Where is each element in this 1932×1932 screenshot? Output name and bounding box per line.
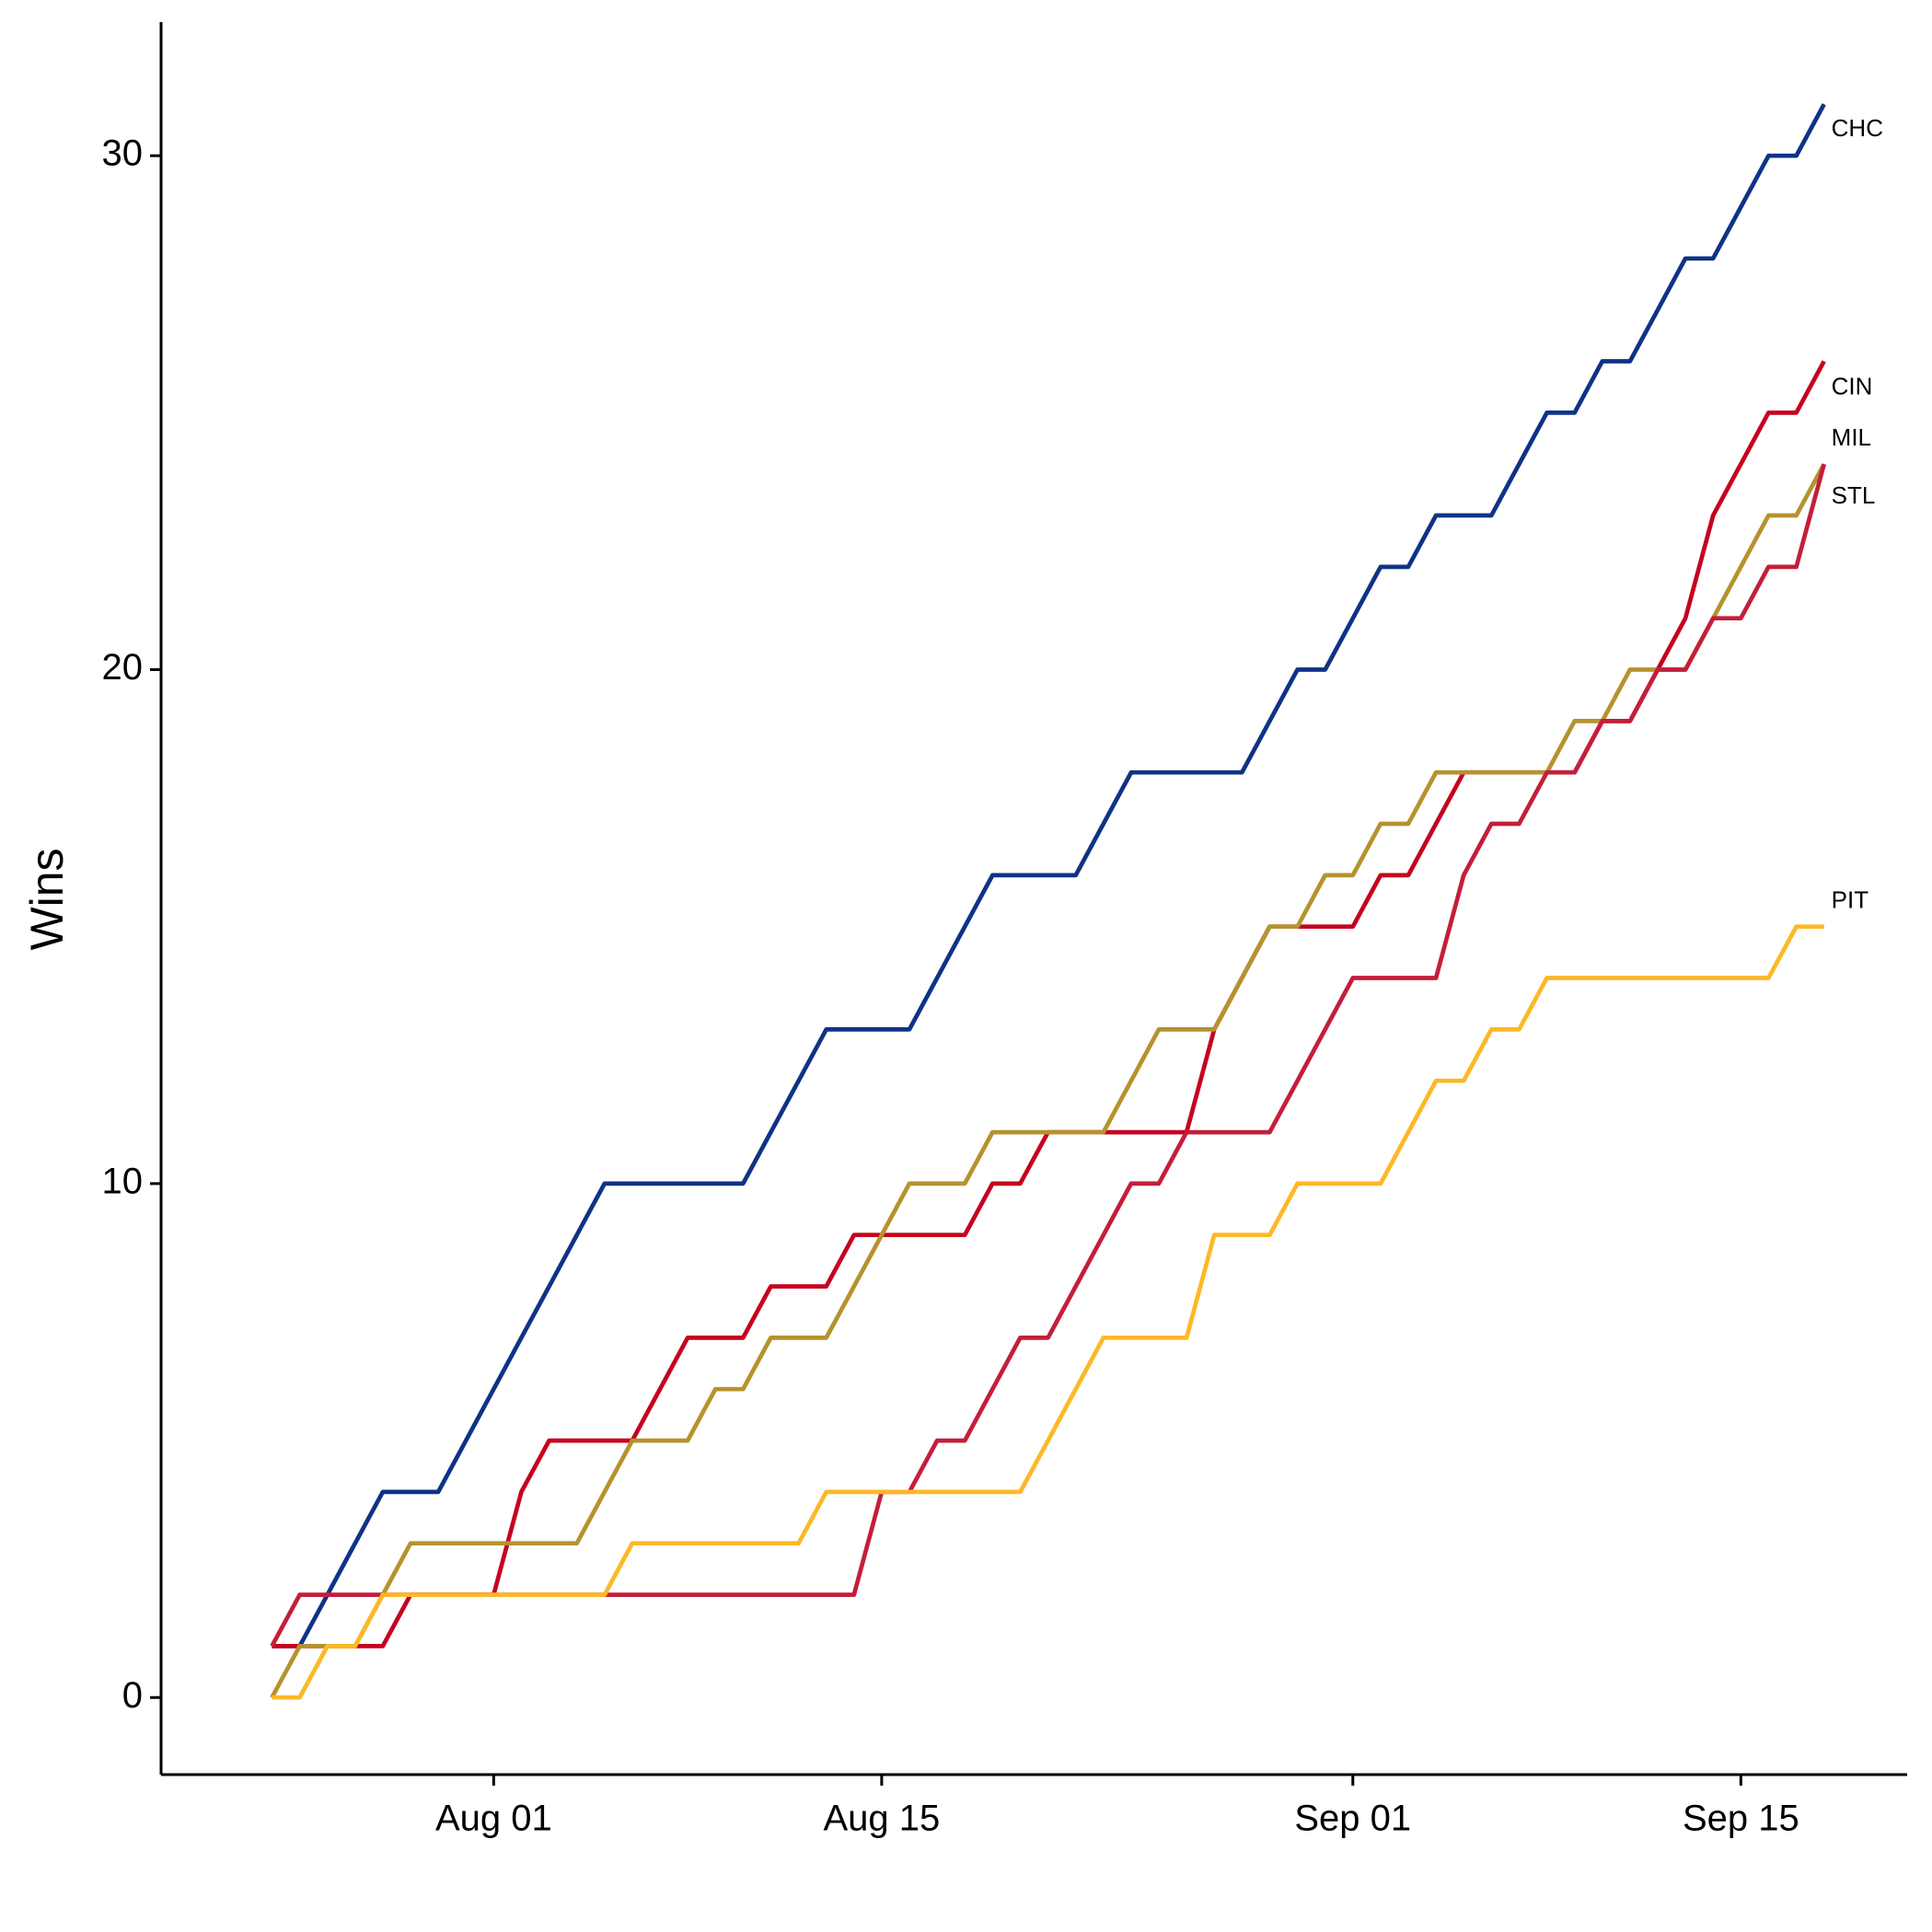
series-line bbox=[272, 103, 1826, 1649]
x-tick-label: Sep 01 bbox=[1294, 1799, 1411, 1839]
series-label: PIT bbox=[1832, 886, 1869, 914]
series-label: CIN bbox=[1832, 372, 1873, 399]
series-label: STL bbox=[1832, 481, 1876, 509]
series-line bbox=[270, 463, 1826, 1699]
y-tick-label: 20 bbox=[102, 647, 144, 688]
series-label: MIL bbox=[1832, 423, 1871, 451]
x-tick-label: Aug 01 bbox=[435, 1799, 552, 1839]
series-line bbox=[272, 360, 1826, 1649]
y-tick-label: 0 bbox=[122, 1675, 143, 1716]
y-tick-label: 10 bbox=[102, 1161, 144, 1201]
y-tick-label: 30 bbox=[102, 133, 144, 174]
series-line bbox=[270, 463, 1826, 1648]
series-label: CHC bbox=[1832, 114, 1883, 142]
x-tick-label: Sep 15 bbox=[1683, 1799, 1799, 1839]
x-tick-label: Aug 15 bbox=[823, 1799, 940, 1839]
series-line bbox=[272, 924, 1824, 1700]
y-axis-label: Wins bbox=[21, 848, 73, 950]
